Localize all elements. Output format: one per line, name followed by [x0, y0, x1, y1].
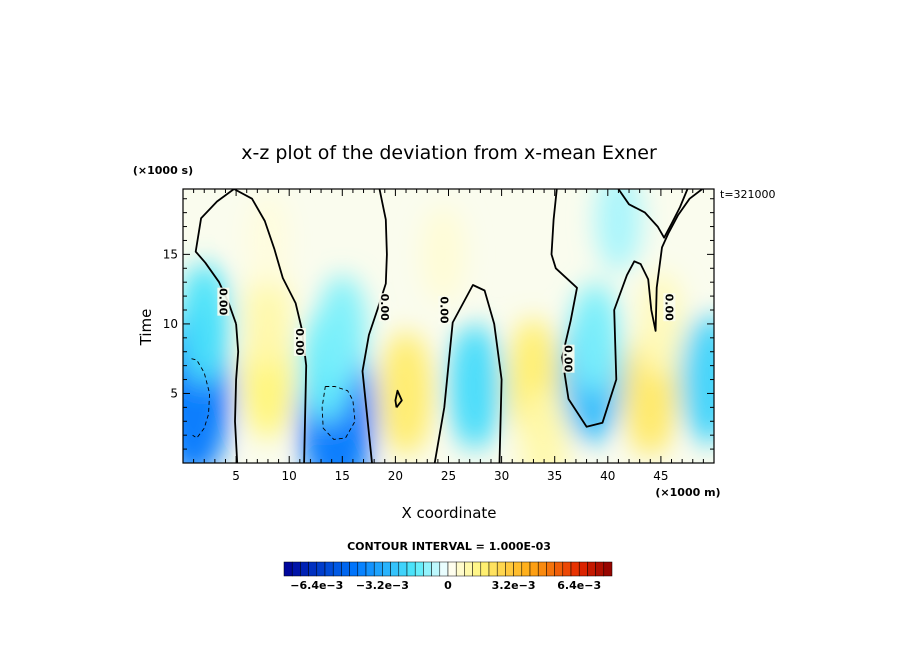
colorbar-cell: [431, 561, 441, 577]
contour-label: 0.00: [662, 294, 675, 321]
colorbar-cell: [480, 561, 490, 577]
colorbar-cell: [423, 561, 432, 577]
colorbar-cell: [291, 561, 301, 577]
x-tick-label: 10: [282, 469, 297, 483]
anomaly-blob: [243, 262, 292, 371]
zero-contour-line: [550, 189, 703, 428]
colorbar-cell: [300, 561, 309, 577]
negative-contour-line: [321, 386, 356, 440]
x-tick-label: 45: [653, 469, 668, 483]
zero-contour-line: [394, 389, 403, 408]
anomaly-blob: [595, 189, 642, 272]
y-tick-label: 10: [163, 317, 178, 331]
colorbar-cell: [587, 561, 596, 577]
y-unit-label: (×1000 s): [133, 164, 193, 177]
anomaly-blob: [421, 204, 466, 304]
colorbar-cell: [496, 561, 506, 577]
anomaly-blob: [317, 275, 368, 387]
x-tick-label: 5: [232, 469, 240, 483]
anomaly-blob: [679, 314, 714, 445]
colorbar-cell: [390, 561, 400, 577]
anomaly-blob: [378, 331, 434, 456]
colorbar-cell: [595, 561, 605, 577]
axis-ticks: 5 10 15 20 25 30 35 40 45 5 10 15: [163, 189, 714, 483]
field-layer: 0.00 0.00 0.00 0.00 0.00 0.00: [183, 189, 714, 463]
anomaly-blob: [637, 271, 685, 377]
colorbar-cell: [554, 561, 564, 577]
colorbar-tick-label: −6.4e−3: [290, 579, 343, 592]
colorbar-cell: [472, 561, 482, 577]
colorbar-cell: [447, 561, 457, 577]
zero-contour-line: [234, 323, 240, 463]
x-tick-label: 20: [388, 469, 403, 483]
plot-area: 0.00 0.00 0.00 0.00 0.00 0.00: [182, 188, 715, 464]
x-unit-label: (×1000 m): [655, 486, 720, 499]
colorbar-cell: [324, 561, 334, 577]
anomaly-blob: [520, 388, 569, 463]
colorbar-tick-label: −3.2e−3: [356, 579, 409, 592]
x-tick-label: 35: [547, 469, 562, 483]
colorbar-cell: [464, 561, 473, 577]
contour-label: 0.00: [216, 288, 229, 315]
colorbar-cell: [365, 561, 375, 577]
colorbar-cell: [455, 561, 465, 577]
colorbar-tick-label: 6.4e−3: [557, 579, 601, 592]
colorbar-cell: [373, 561, 383, 577]
colorbar-cell: [521, 561, 531, 577]
colorbar-cell: [398, 561, 408, 577]
colorbar-cell: [406, 561, 416, 577]
colorbar-cell: [603, 561, 613, 577]
colorbar-cell: [332, 561, 342, 577]
colorbar-cell: [488, 561, 498, 577]
zero-contour-line: [433, 284, 503, 463]
colorbar-cell: [341, 561, 350, 577]
colorbar-cell: [513, 561, 523, 577]
y-axis-label: Time: [137, 309, 155, 347]
colorbar-cell: [529, 561, 539, 577]
colorbar-cell: [505, 561, 514, 577]
x-tick-label: 30: [494, 469, 509, 483]
colorbar-cell: [382, 561, 391, 577]
x-axis-label: X coordinate: [401, 504, 496, 522]
colorbar: −6.4e−3 −3.2e−3 0 3.2e−3 6.4e−3: [283, 561, 613, 592]
colorbar-tick-label: 0: [444, 579, 452, 592]
colorbar-cell: [357, 561, 367, 577]
contour-label: 0.00: [437, 296, 450, 323]
contour-label: 0.00: [378, 294, 391, 321]
colorbar-cell: [562, 561, 572, 577]
y-tick-label: 5: [170, 386, 178, 400]
y-tick-label: 15: [163, 247, 178, 261]
colorbar-tick-label: 3.2e−3: [492, 579, 536, 592]
colorbar-cell: [414, 561, 424, 577]
anomaly-blob: [447, 323, 504, 450]
zero-contour-line: [617, 189, 689, 239]
colorbar-cell: [308, 561, 318, 577]
contour-interval-text: CONTOUR INTERVAL = 1.000E-03: [347, 540, 551, 553]
colorbar-cell: [349, 561, 359, 577]
negative-contour-line: [191, 358, 211, 439]
contour-label: 0.00: [293, 328, 306, 355]
colorbar-cell: [570, 561, 580, 577]
colorbar-cell: [316, 561, 326, 577]
colorbar-cell: [439, 561, 449, 577]
contour-label: 0.00: [562, 345, 575, 372]
colorbar-cell: [283, 561, 293, 577]
colorbar-cell: [546, 561, 555, 577]
anomaly-blob: [246, 191, 290, 290]
chart-title: x-z plot of the deviation from x-mean Ex…: [241, 142, 657, 164]
time-label: t=321000: [720, 188, 776, 201]
x-tick-label: 25: [441, 469, 456, 483]
colorbar-cell: [537, 561, 547, 577]
anomaly-blob: [570, 282, 620, 394]
colorbar-cell: [578, 561, 588, 577]
x-tick-label: 15: [335, 469, 350, 483]
x-tick-label: 40: [600, 469, 615, 483]
